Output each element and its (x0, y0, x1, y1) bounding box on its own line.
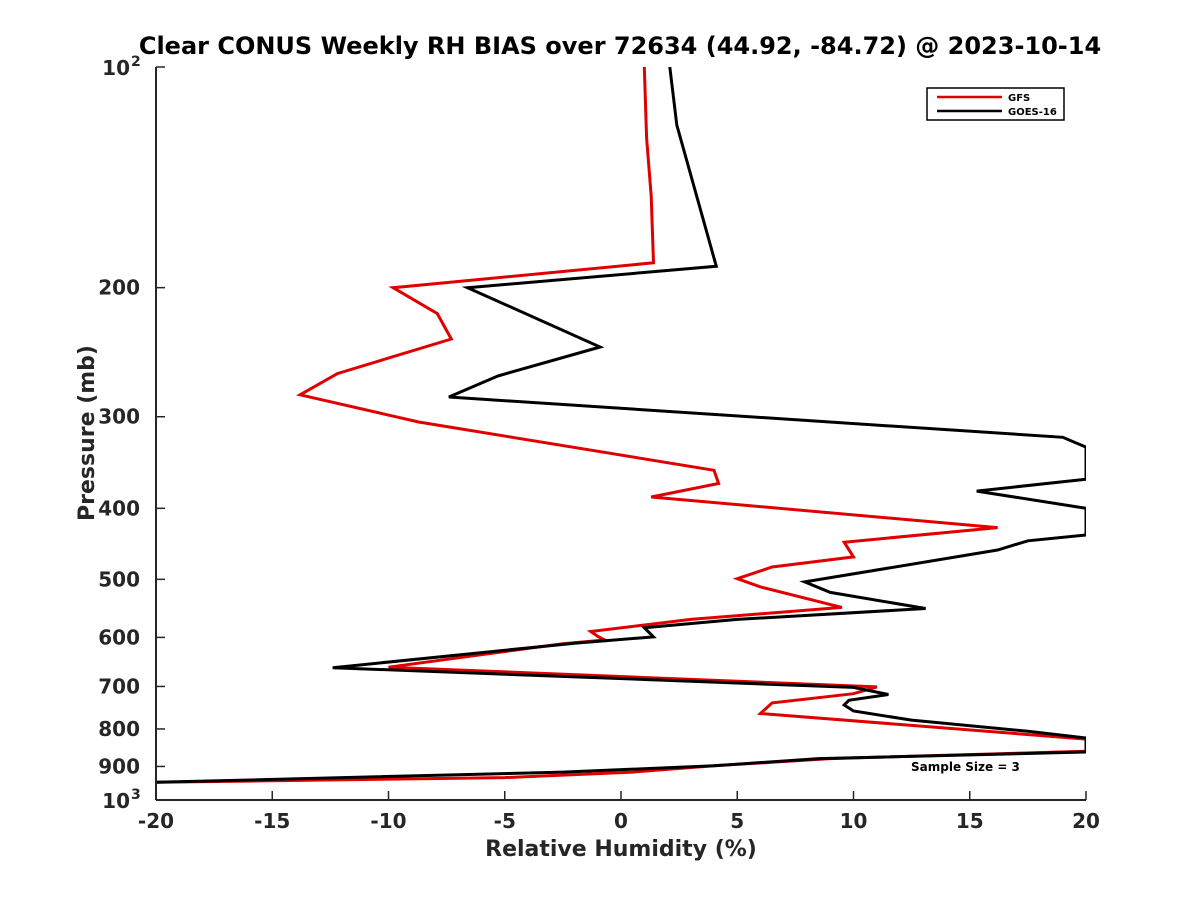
y-tick-label: 600 (98, 625, 140, 649)
y-tick-label: 300 (98, 405, 140, 429)
y-tick-exponent: 2 (131, 54, 141, 70)
x-axis-label: Relative Humidity (%) (485, 837, 757, 862)
y-tick-label: 900 (98, 754, 140, 778)
x-tick-label: -20 (138, 809, 174, 833)
y-tick-label: 500 (98, 567, 140, 591)
x-tick-label: 5 (730, 809, 744, 833)
legend-label-goes16: GOES-16 (1008, 107, 1057, 118)
y-tick-label: 400 (98, 496, 140, 520)
series-line-gfs (156, 67, 1086, 784)
x-ticks: -20 -15 -10 -5 0 5 10 15 20 (138, 791, 1100, 833)
x-tick-label: -5 (494, 809, 516, 833)
y-axis-label: Pressure (mb) (75, 345, 100, 521)
x-tick-label: 10 (840, 809, 868, 833)
legend: GFS GOES-16 (926, 87, 1065, 121)
x-tick-label: 15 (956, 809, 984, 833)
y-tick-label: 10 (102, 56, 130, 80)
plot-lines (156, 67, 1086, 784)
legend-label-gfs: GFS (1008, 93, 1030, 104)
y-tick-label: 10 (102, 789, 130, 813)
x-tick-label: 20 (1072, 809, 1100, 833)
y-tick-exponent: 3 (131, 787, 141, 803)
legend-box (926, 87, 1065, 121)
x-tick-label: 0 (614, 809, 628, 833)
chart-title: Clear CONUS Weekly RH BIAS over 72634 (4… (139, 32, 1101, 60)
sample-size-annotation: Sample Size = 3 (911, 760, 1020, 774)
series-line-goes16 (156, 67, 1086, 784)
x-tick-label: -15 (254, 809, 290, 833)
x-tick-label: -10 (370, 809, 406, 833)
y-tick-label: 700 (98, 674, 140, 698)
y-tick-label: 800 (98, 717, 140, 741)
y-tick-label: 200 (98, 276, 140, 300)
